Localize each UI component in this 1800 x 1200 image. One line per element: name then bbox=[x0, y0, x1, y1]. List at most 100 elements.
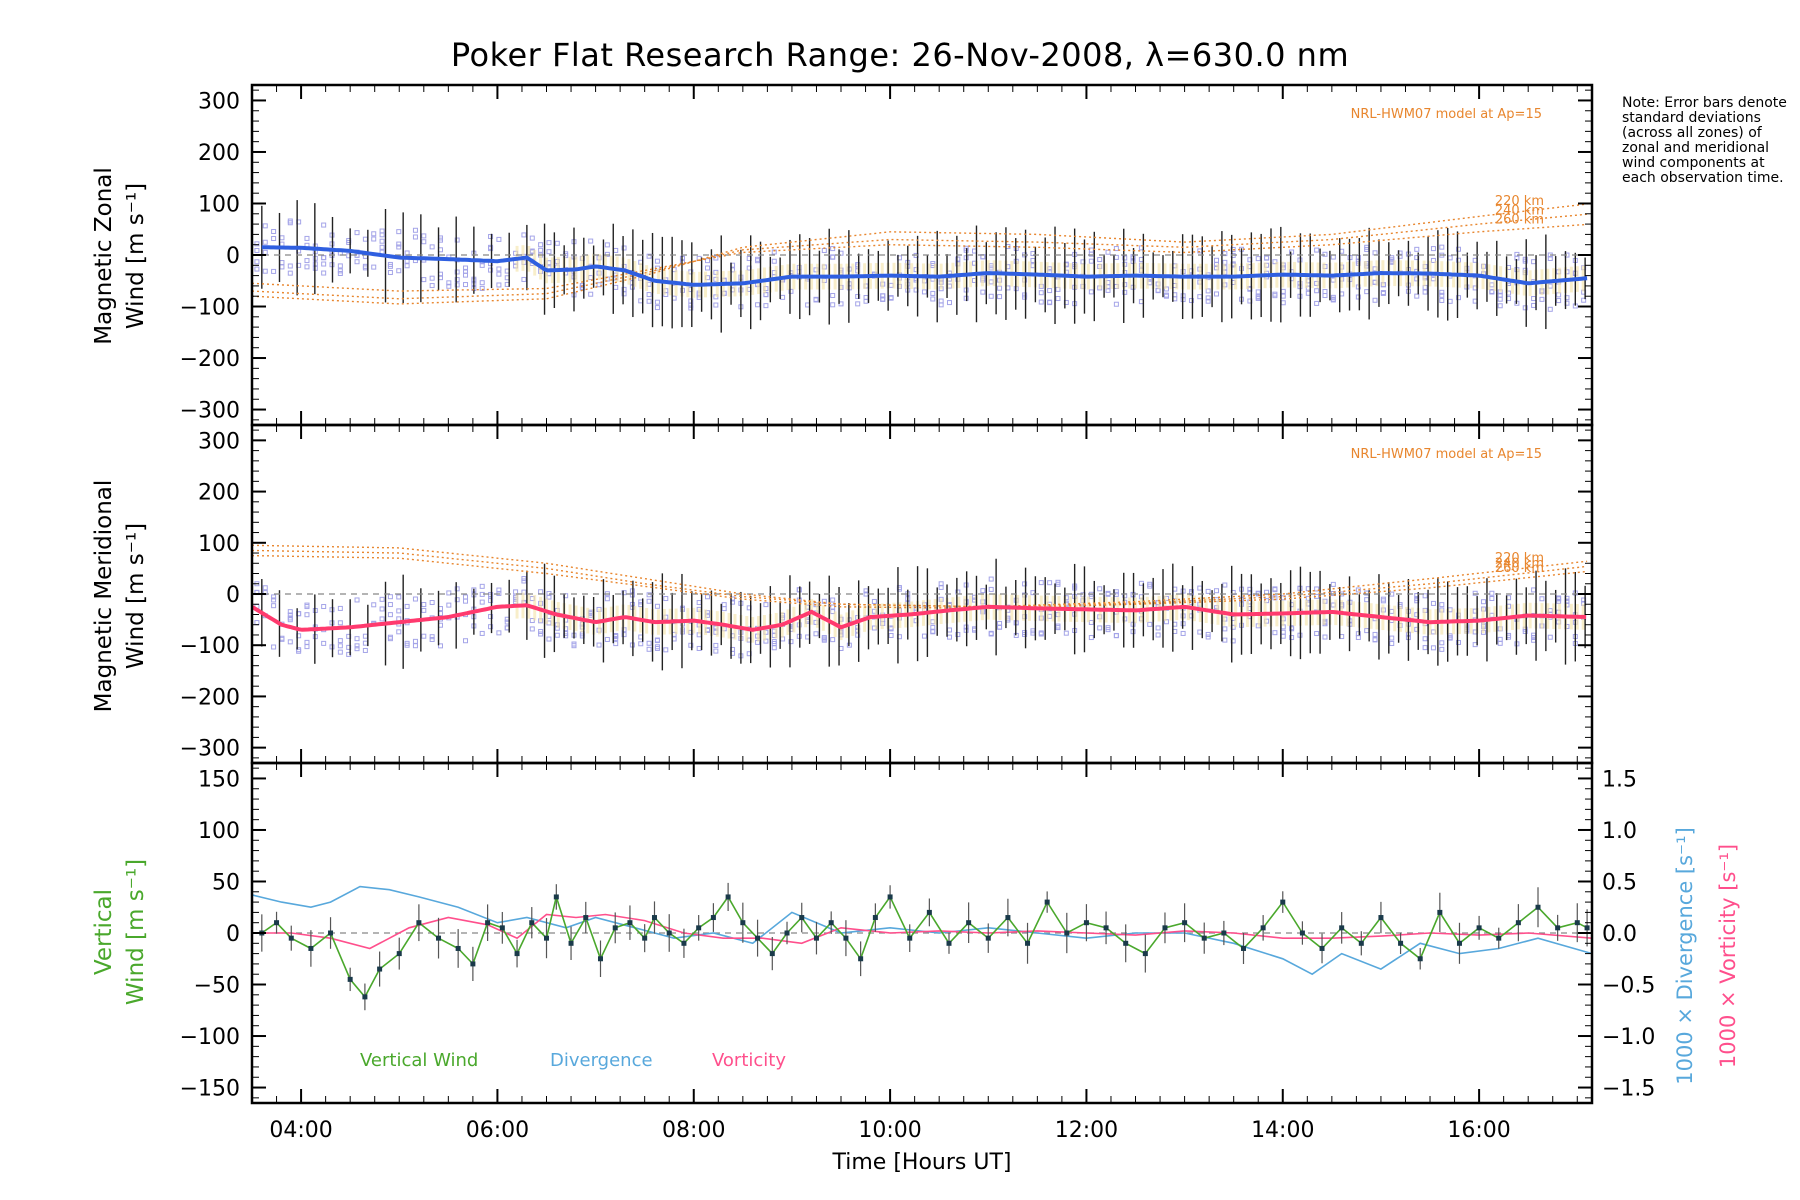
meridional-scatter-point bbox=[821, 636, 827, 642]
vertical-wind-point bbox=[1496, 935, 1502, 941]
vorticity-y2label: 1000 × Vorticity [s⁻¹] bbox=[1716, 843, 1740, 1069]
vertical-ytick-label: −50 bbox=[194, 974, 240, 999]
meridional-scatter-point bbox=[721, 606, 727, 612]
meridional-scatter-point bbox=[396, 629, 402, 635]
meridional-ylabel: Magnetic Meridional Wind [m s⁻¹] bbox=[88, 436, 152, 756]
zonal-scatter-point bbox=[588, 238, 594, 244]
zonal-scatter-point bbox=[254, 266, 260, 272]
zonal-scatter-point bbox=[463, 265, 469, 271]
secondary-ytick-label: −1.5 bbox=[1602, 1077, 1655, 1102]
vertical-wind-point bbox=[946, 940, 952, 946]
meridional-scatter-point bbox=[980, 588, 986, 594]
zonal-scatter-point bbox=[604, 251, 610, 257]
vertical-wind-point bbox=[1103, 925, 1109, 931]
vertical-wind-point bbox=[1358, 940, 1364, 946]
zonal-scatter-point bbox=[888, 295, 894, 301]
vertical-wind-point bbox=[907, 935, 913, 941]
zonal-scatter-point bbox=[1439, 289, 1445, 295]
meridional-scatter-point bbox=[412, 596, 418, 602]
vertical-wind-point bbox=[784, 930, 790, 936]
vertical-wind-point bbox=[710, 915, 716, 921]
vertical-ytick-label: 0 bbox=[226, 922, 240, 947]
zonal-scatter-point bbox=[688, 305, 694, 311]
zonal-scatter-point bbox=[755, 258, 761, 264]
zonal-ytick-label: −100 bbox=[180, 296, 240, 321]
zonal-scatter-point bbox=[554, 240, 560, 246]
vertical-wind-point bbox=[725, 894, 731, 900]
meridional-scatter-point bbox=[1222, 626, 1228, 632]
meridional-ytick-label: −200 bbox=[180, 685, 240, 710]
meridional-scatter-point bbox=[1364, 597, 1370, 603]
zonal-model-label: NRL-HWM07 model at Ap=15 bbox=[1351, 107, 1542, 122]
meridional-scatter-point bbox=[362, 647, 368, 653]
vertical-wind-point bbox=[813, 935, 819, 941]
zonal-scatter-point bbox=[613, 247, 619, 253]
zonal-scatter-point bbox=[830, 302, 836, 308]
meridional-scatter-point bbox=[1038, 580, 1044, 586]
meridional-scatter-point bbox=[538, 631, 544, 637]
zonal-scatter-point bbox=[1038, 299, 1044, 305]
zonal-scatter-point bbox=[488, 246, 494, 252]
meridional-scatter-point bbox=[1330, 581, 1336, 587]
meridional-scatter-point bbox=[1197, 629, 1203, 635]
zonal-scatter-point bbox=[429, 275, 435, 281]
divergence-y2label: 1000 × Divergence [s⁻¹] bbox=[1673, 827, 1697, 1085]
zonal-scatter-point bbox=[271, 236, 277, 242]
zonal-ytick-label: 0 bbox=[226, 244, 240, 269]
meridional-scatter-point bbox=[1531, 637, 1537, 643]
secondary-ytick-label: 0.0 bbox=[1602, 922, 1637, 947]
meridional-scatter-point bbox=[304, 644, 310, 650]
meridional-scatter-point bbox=[988, 630, 994, 636]
zonal-scatter-point bbox=[396, 229, 402, 235]
meridional-scatter-point bbox=[1197, 585, 1203, 591]
zonal-scatter-point bbox=[1113, 254, 1119, 260]
zonal-scatter-point bbox=[479, 280, 485, 286]
xtick-label: 08:00 bbox=[662, 1118, 725, 1143]
meridional-scatter-point bbox=[1422, 636, 1428, 642]
meridional-model-altitude-label: 240 km bbox=[1495, 556, 1544, 571]
zonal-scatter-point bbox=[1105, 249, 1111, 255]
meridional-scatter-point bbox=[654, 638, 660, 644]
meridional-scatter-point bbox=[279, 636, 285, 642]
meridional-scatter-point bbox=[646, 640, 652, 646]
zonal-scatter-point bbox=[1088, 251, 1094, 257]
vertical-wind-point bbox=[627, 920, 633, 926]
zonal-scatter-point bbox=[771, 249, 777, 255]
zonal-scatter-point bbox=[454, 277, 460, 283]
meridional-scatter-point bbox=[1088, 635, 1094, 641]
zonal-scatter-point bbox=[1097, 257, 1103, 263]
meridional-scatter-point bbox=[304, 604, 310, 610]
zonal-scatter-point bbox=[321, 255, 327, 261]
zonal-scatter-point bbox=[1497, 292, 1503, 298]
meridional-scatter-point bbox=[1430, 645, 1436, 651]
zonal-scatter-point bbox=[1439, 244, 1445, 250]
zonal-scatter-point bbox=[1364, 289, 1370, 295]
meridional-scatter-point bbox=[454, 597, 460, 603]
zonal-ylabel: Magnetic Zonal Wind [m s⁻¹] bbox=[88, 96, 152, 416]
zonal-ytick-label: −300 bbox=[180, 399, 240, 424]
meridional-scatter-point bbox=[1205, 588, 1211, 594]
meridional-scatter-point bbox=[621, 632, 627, 638]
zonal-scatter-point bbox=[1330, 294, 1336, 300]
zonal-scatter-point bbox=[1205, 298, 1211, 304]
zonal-scatter-point bbox=[529, 235, 535, 241]
meridional-scatter-point bbox=[713, 648, 719, 654]
vertical-wind-point bbox=[485, 920, 491, 926]
zonal-scatter-point bbox=[479, 262, 485, 268]
meridional-scatter-point bbox=[538, 589, 544, 595]
zonal-scatter-point bbox=[421, 277, 427, 283]
xtick-label: 12:00 bbox=[1055, 1118, 1118, 1143]
meridional-scatter-point bbox=[287, 612, 293, 618]
zonal-scatter-point bbox=[279, 264, 285, 270]
zonal-scatter-point bbox=[479, 285, 485, 291]
zonal-scatter-point bbox=[1222, 251, 1228, 257]
meridional-scatter-point bbox=[1289, 635, 1295, 641]
meridional-scatter-point bbox=[696, 600, 702, 606]
vertical-wind-point bbox=[1142, 951, 1148, 957]
zonal-scatter-point bbox=[496, 282, 502, 288]
meridional-ytick-label: 100 bbox=[198, 532, 240, 557]
zonal-scatter-point bbox=[337, 263, 343, 269]
zonal-scatter-point bbox=[1455, 295, 1461, 301]
zonal-scatter-point bbox=[830, 246, 836, 252]
